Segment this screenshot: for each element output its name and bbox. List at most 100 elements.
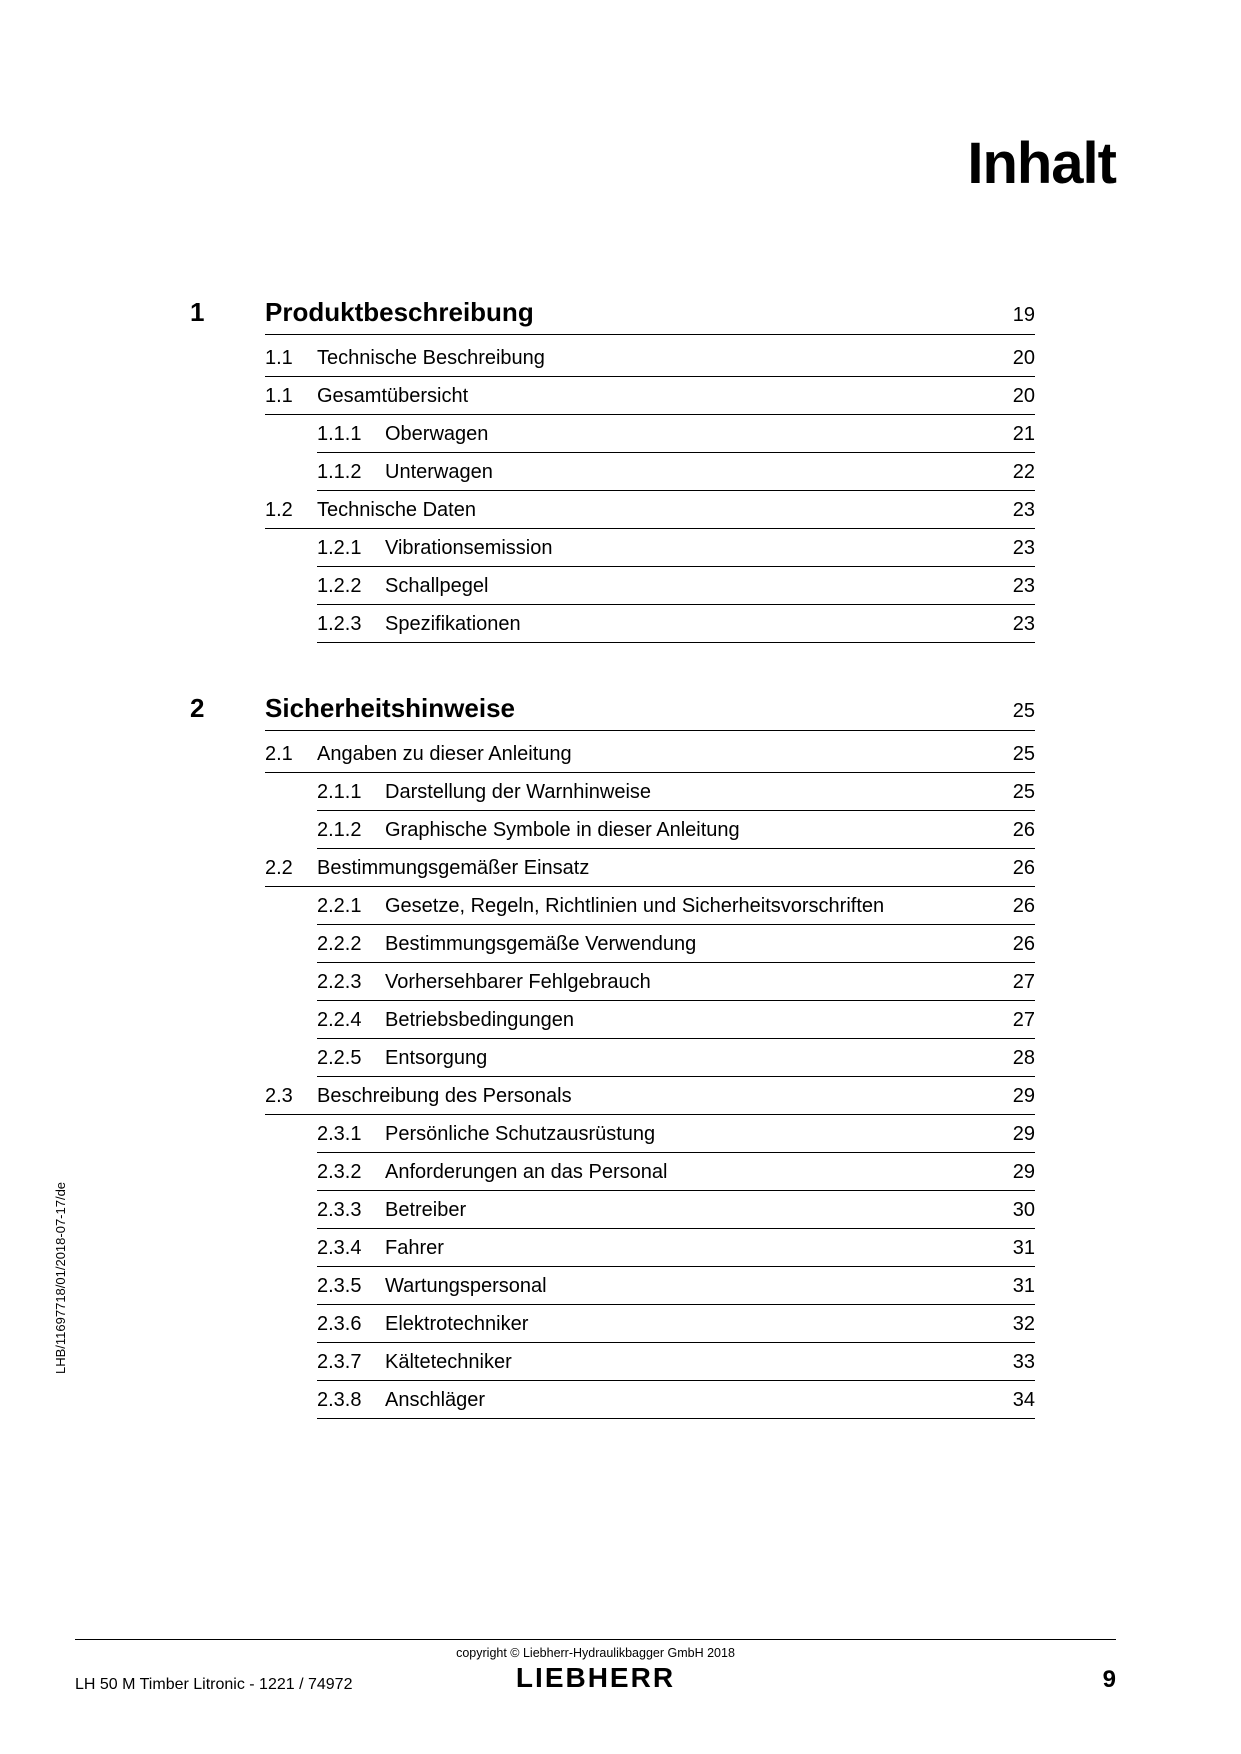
page-title: Inhalt	[125, 130, 1116, 197]
toc-subsection-row: 2.2.4Betriebsbedingungen27	[317, 1001, 1035, 1039]
toc-subsection-row: 2.1.1Darstellung der Warnhinweise25	[317, 773, 1035, 811]
toc-chapter-row: 1Produktbeschreibung19	[265, 297, 1035, 335]
subsection-title: Persönliche Schutzausrüstung	[385, 1123, 1013, 1146]
document-code: LHB/11697718/01/2018-07-17/de	[53, 1182, 68, 1374]
section-number: 1.1	[265, 385, 317, 408]
subsection-number: 2.2.4	[317, 1009, 385, 1032]
toc-section-row: 2.3Beschreibung des Personals29	[265, 1077, 1035, 1115]
toc-subsection-row: 2.3.4Fahrer31	[317, 1229, 1035, 1267]
subsection-number: 2.3.7	[317, 1351, 385, 1374]
subsection-title: Fahrer	[385, 1237, 1013, 1260]
subsection-title: Kältetechniker	[385, 1351, 1013, 1374]
subsection-title: Bestimmungsgemäße Verwendung	[385, 933, 1013, 956]
subsection-page: 22	[1013, 461, 1035, 484]
section-page: 29	[1013, 1085, 1035, 1108]
section-number: 1.2	[265, 499, 317, 522]
brand-logo: LIEBHERR	[456, 1662, 735, 1694]
toc-subsection-row: 1.2.2Schallpegel23	[317, 567, 1035, 605]
subsection-page: 29	[1013, 1123, 1035, 1146]
subsection-number: 2.3.2	[317, 1161, 385, 1184]
section-page: 26	[1013, 857, 1035, 880]
section-title: Technische Daten	[317, 499, 1013, 522]
section-title: Gesamtübersicht	[317, 385, 1013, 408]
subsection-title: Vibrationsemission	[385, 537, 1013, 560]
toc-subsection-row: 2.2.3Vorhersehbarer Fehlgebrauch27	[317, 963, 1035, 1001]
toc-subsection-row: 1.2.3Spezifikationen23	[317, 605, 1035, 643]
subsection-page: 31	[1013, 1237, 1035, 1260]
page-number: 9	[1103, 1666, 1116, 1694]
subsection-title: Darstellung der Warnhinweise	[385, 781, 1013, 804]
subsection-page: 23	[1013, 537, 1035, 560]
subsection-title: Wartungspersonal	[385, 1275, 1013, 1298]
toc-subsection-row: 2.2.2Bestimmungsgemäße Verwendung26	[317, 925, 1035, 963]
subsection-number: 2.3.6	[317, 1313, 385, 1336]
subsection-title: Schallpegel	[385, 575, 1013, 598]
section-title: Angaben zu dieser Anleitung	[317, 743, 1013, 766]
toc-subsection-row: 2.3.1Persönliche Schutzausrüstung29	[317, 1115, 1035, 1153]
toc-subsection-row: 2.2.5Entsorgung28	[317, 1039, 1035, 1077]
subsection-number: 2.2.3	[317, 971, 385, 994]
subsection-page: 26	[1013, 933, 1035, 956]
subsection-page: 21	[1013, 423, 1035, 446]
toc-subsection-row: 2.3.8Anschläger34	[317, 1381, 1035, 1419]
toc-section-row: 1.2Technische Daten23	[265, 491, 1035, 529]
subsection-page: 34	[1013, 1389, 1035, 1412]
subsection-number: 1.1.1	[317, 423, 385, 446]
section-page: 20	[1013, 385, 1035, 408]
subsection-number: 2.3.8	[317, 1389, 385, 1412]
toc-subsection-row: 2.3.7Kältetechniker33	[317, 1343, 1035, 1381]
subsection-number: 2.3.3	[317, 1199, 385, 1222]
toc-subsection-row: 1.1.2Unterwagen22	[317, 453, 1035, 491]
toc-subsection-row: 2.3.2Anforderungen an das Personal29	[317, 1153, 1035, 1191]
subsection-title: Unterwagen	[385, 461, 1013, 484]
subsection-page: 25	[1013, 781, 1035, 804]
subsection-title: Vorhersehbarer Fehlgebrauch	[385, 971, 1013, 994]
toc-subsection-row: 2.3.6Elektrotechniker32	[317, 1305, 1035, 1343]
toc-section-row: 2.1Angaben zu dieser Anleitung25	[265, 735, 1035, 773]
page-footer: LH 50 M Timber Litronic - 1221 / 74972 c…	[75, 1639, 1116, 1694]
toc-subsection-row: 1.2.1Vibrationsemission23	[317, 529, 1035, 567]
toc-subsection-row: 2.3.3Betreiber30	[317, 1191, 1035, 1229]
toc-subsection-row: 2.2.1Gesetze, Regeln, Richtlinien und Si…	[317, 887, 1035, 925]
subsection-page: 23	[1013, 575, 1035, 598]
subsection-number: 2.1.1	[317, 781, 385, 804]
chapter-title: Sicherheitshinweise	[265, 693, 1013, 724]
subsection-number: 2.2.1	[317, 895, 385, 918]
section-number: 2.3	[265, 1085, 317, 1108]
subsection-number: 2.3.4	[317, 1237, 385, 1260]
table-of-contents: 1Produktbeschreibung19 1.1Technische Besc…	[265, 297, 1035, 1419]
subsection-title: Oberwagen	[385, 423, 1013, 446]
subsection-page: 32	[1013, 1313, 1035, 1336]
subsection-page: 26	[1013, 819, 1035, 842]
toc-subsection-row: 1.1.1Oberwagen21	[317, 415, 1035, 453]
subsection-page: 31	[1013, 1275, 1035, 1298]
subsection-title: Entsorgung	[385, 1047, 1013, 1070]
subsection-title: Spezifikationen	[385, 613, 1013, 636]
subsection-page: 30	[1013, 1199, 1035, 1222]
copyright-text: copyright © Liebherr-Hydraulikbagger Gmb…	[456, 1646, 735, 1660]
section-title: Beschreibung des Personals	[317, 1085, 1013, 1108]
chapter-title: Produktbeschreibung	[265, 297, 1013, 328]
toc-section-row: 1.1Technische Beschreibung20	[265, 339, 1035, 377]
footer-divider	[75, 1639, 1116, 1640]
subsection-page: 33	[1013, 1351, 1035, 1374]
chapter-number: 2	[190, 693, 204, 724]
subsection-page: 23	[1013, 613, 1035, 636]
subsection-number: 2.2.5	[317, 1047, 385, 1070]
toc-subsection-row: 2.1.2Graphische Symbole in dieser Anleit…	[317, 811, 1035, 849]
chapter-number: 1	[190, 297, 204, 328]
footer-product-info: LH 50 M Timber Litronic - 1221 / 74972	[75, 1676, 352, 1694]
subsection-number: 1.1.2	[317, 461, 385, 484]
toc-chapter-row: 2Sicherheitshinweise25	[265, 693, 1035, 731]
subsection-page: 26	[1013, 895, 1035, 918]
subsection-title: Betreiber	[385, 1199, 1013, 1222]
section-title: Technische Beschreibung	[317, 347, 1013, 370]
subsection-number: 1.2.2	[317, 575, 385, 598]
subsection-number: 2.3.5	[317, 1275, 385, 1298]
section-number: 2.2	[265, 857, 317, 880]
subsection-title: Anschläger	[385, 1389, 1013, 1412]
subsection-page: 27	[1013, 971, 1035, 994]
subsection-title: Gesetze, Regeln, Richtlinien und Sicherh…	[385, 895, 1013, 918]
subsection-title: Betriebsbedingungen	[385, 1009, 1013, 1032]
subsection-number: 2.2.2	[317, 933, 385, 956]
